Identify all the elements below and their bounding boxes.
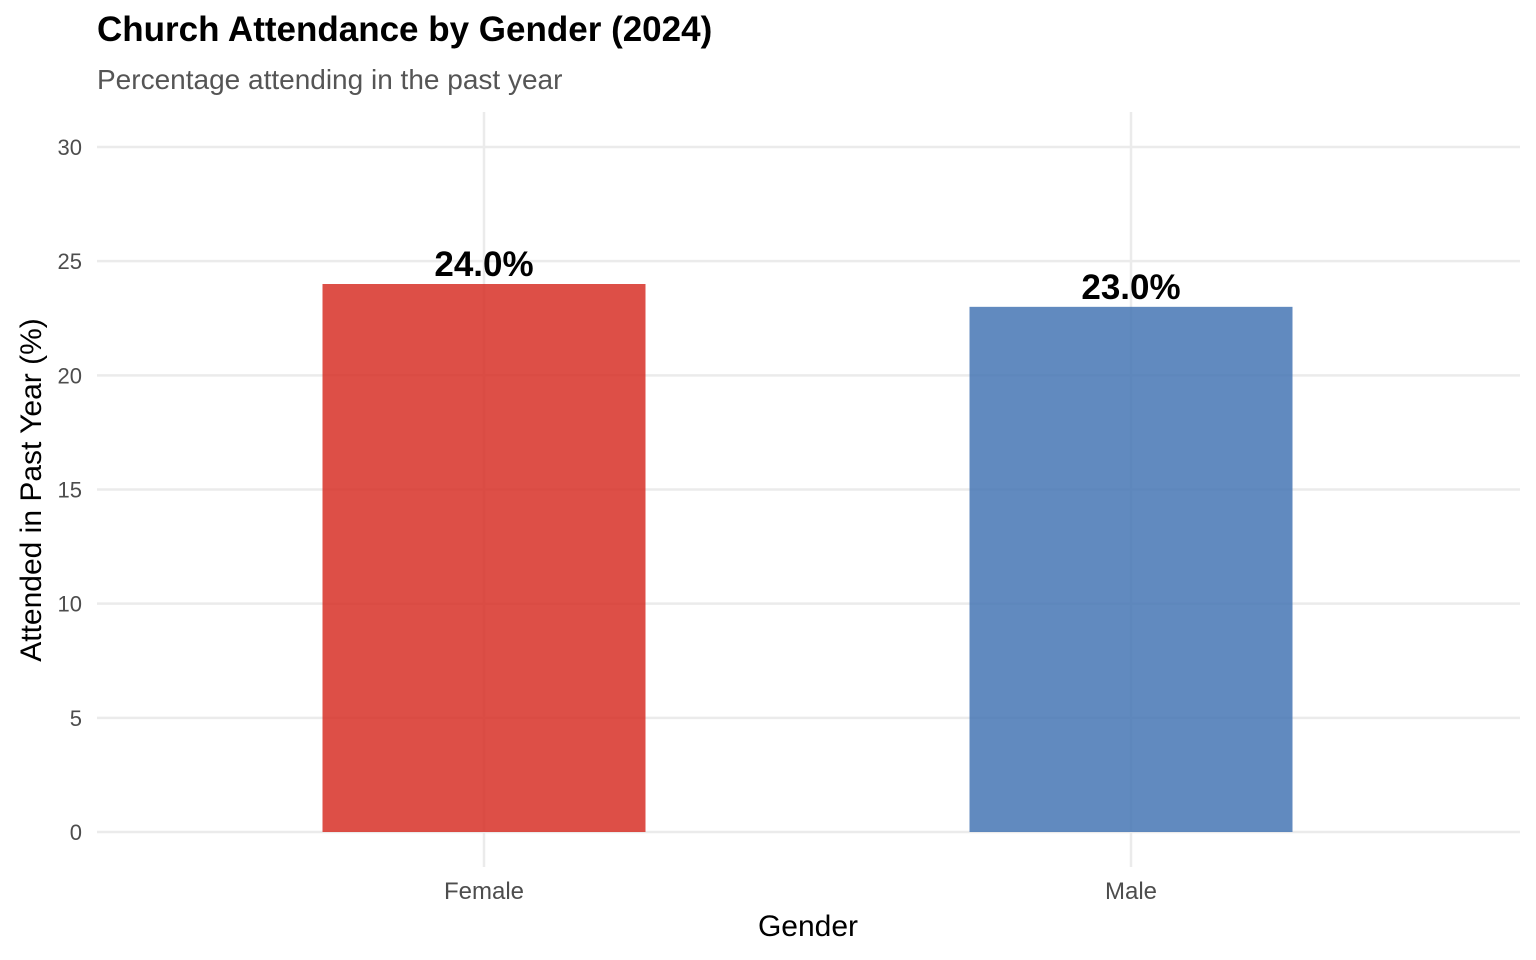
chart-subtitle: Percentage attending in the past year (97, 64, 563, 95)
y-tick-label: 25 (58, 249, 82, 274)
bars (322, 284, 1293, 832)
y-tick-label: 15 (58, 478, 82, 503)
y-tick-label: 0 (70, 820, 82, 845)
x-tick-label: Female (444, 878, 524, 905)
bar-male (969, 306, 1293, 832)
y-axis-title: Attended in Past Year (%) (15, 318, 48, 662)
gridlines (97, 112, 1520, 867)
data-labels: 24.0% 23.0% (434, 245, 1180, 307)
data-label: 23.0% (1081, 268, 1180, 307)
x-tick-label: Male (1105, 878, 1157, 905)
y-tick-label: 10 (58, 592, 82, 617)
chart-title: Church Attendance by Gender (2024) (97, 10, 713, 49)
y-tick-label: 20 (58, 363, 82, 388)
y-axis-ticks: 0 5 10 15 20 25 30 (58, 135, 82, 845)
y-tick-label: 30 (58, 135, 82, 160)
bar-female (322, 284, 646, 832)
x-axis-ticks: Female Male (444, 878, 1157, 905)
y-tick-label: 5 (70, 706, 82, 731)
x-axis-title: Gender (758, 910, 858, 943)
data-label: 24.0% (434, 245, 533, 284)
